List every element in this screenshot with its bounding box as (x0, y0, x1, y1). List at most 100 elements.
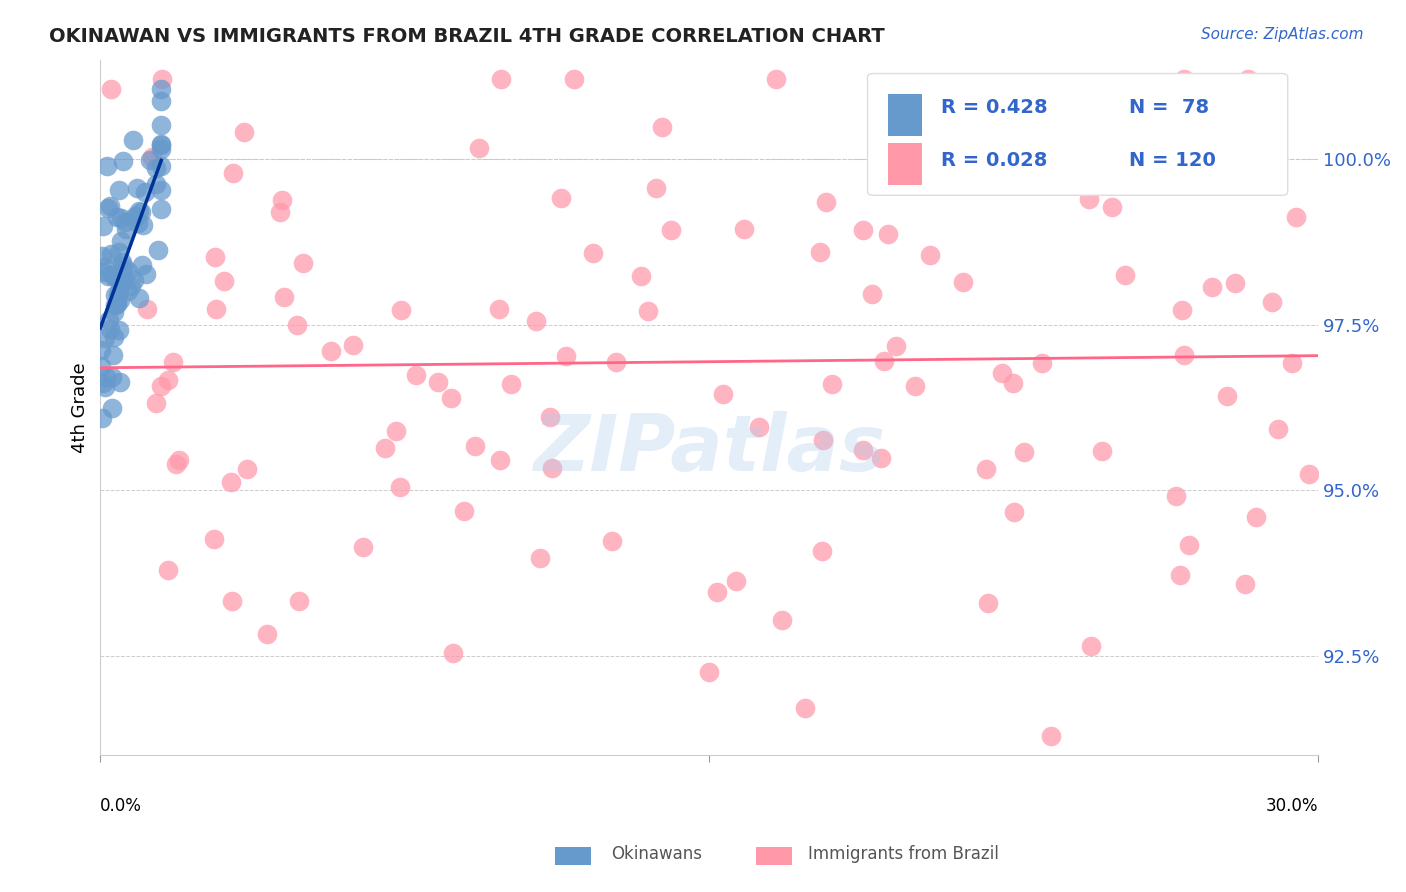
Point (162, 355, 184, 369)
Point (111, 260, 134, 274)
Point (269, 205, 291, 219)
Point (122, 133, 145, 147)
Text: ZIPatlas: ZIPatlas (533, 411, 886, 487)
Point (991, 366, 1014, 380)
Point (146, 244, 169, 258)
Point (733, 222, 755, 236)
Point (342, 338, 364, 352)
Point (103, 298, 125, 312)
Point (104, 288, 127, 302)
Point (273, 290, 295, 304)
Point (1253, 151, 1275, 165)
Point (91, 376, 114, 390)
Point (150, 72, 173, 87)
Point (91, 249, 114, 263)
Text: N = 120: N = 120 (1129, 151, 1216, 170)
Point (124, 211, 146, 226)
Point (150, 183, 173, 197)
Point (150, 118, 173, 132)
Point (538, 409, 561, 424)
Point (108, 293, 131, 307)
Point (1150, 123, 1173, 137)
Point (131, 205, 153, 219)
Point (852, 443, 875, 458)
Point (637, 304, 659, 318)
Point (524, 314, 547, 328)
Point (205, 302, 228, 317)
Point (1031, 356, 1053, 370)
Point (811, 544, 834, 558)
Point (1267, 422, 1289, 436)
Point (101, 348, 124, 362)
Point (108, 244, 131, 259)
Point (204, 532, 226, 546)
Point (1205, 134, 1227, 148)
Point (150, 138, 173, 153)
Point (920, 248, 942, 262)
Point (1114, 268, 1136, 283)
Point (117, 264, 139, 278)
Point (100, 401, 122, 415)
Point (165, 457, 187, 471)
Point (150, 159, 173, 173)
Point (1173, 72, 1195, 87)
Point (711, 387, 734, 401)
Point (1080, 639, 1102, 653)
Point (976, 596, 998, 610)
Point (630, 268, 652, 283)
Point (1040, 729, 1063, 743)
Point (93, 380, 115, 394)
Point (212, 274, 235, 288)
Point (135, 268, 157, 282)
Point (748, 419, 770, 434)
FancyBboxPatch shape (889, 143, 922, 185)
Point (499, 377, 522, 392)
Point (1014, 445, 1036, 459)
Point (105, 297, 128, 311)
Point (554, 349, 576, 363)
Point (582, 246, 605, 260)
Y-axis label: 4th Grade: 4th Grade (72, 362, 89, 453)
Point (605, 355, 627, 369)
Point (285, 318, 308, 332)
Point (529, 550, 551, 565)
Text: Okinawans: Okinawans (612, 846, 703, 863)
Text: 0.0%: 0.0% (100, 797, 142, 815)
Point (139, 153, 162, 167)
Point (770, 613, 793, 627)
Point (385, 425, 408, 439)
Point (319, 344, 342, 359)
Point (127, 216, 149, 230)
FancyBboxPatch shape (889, 95, 922, 136)
Point (292, 256, 315, 270)
Point (236, 462, 259, 476)
Point (103, 305, 125, 319)
Point (1201, 280, 1223, 294)
Point (1166, 489, 1188, 503)
Point (1216, 388, 1239, 402)
Point (426, 376, 449, 390)
Point (851, 223, 873, 237)
Point (699, 665, 721, 680)
Point (765, 72, 787, 87)
Point (108, 285, 131, 299)
Point (115, 222, 138, 236)
Point (145, 161, 167, 176)
Point (352, 541, 374, 555)
Point (107, 288, 129, 302)
Text: R = 0.028: R = 0.028 (941, 151, 1047, 170)
Point (600, 534, 623, 549)
Point (1244, 510, 1267, 524)
Point (441, 646, 464, 660)
Point (877, 227, 900, 241)
Point (1168, 568, 1191, 582)
Point (562, 72, 585, 87)
Text: N =  78: N = 78 (1129, 98, 1209, 117)
Point (105, 210, 128, 224)
Point (1225, 276, 1247, 290)
Point (101, 370, 124, 384)
Point (117, 285, 139, 299)
Point (110, 234, 132, 248)
Point (1237, 72, 1260, 87)
Text: R = 0.428: R = 0.428 (941, 98, 1047, 117)
